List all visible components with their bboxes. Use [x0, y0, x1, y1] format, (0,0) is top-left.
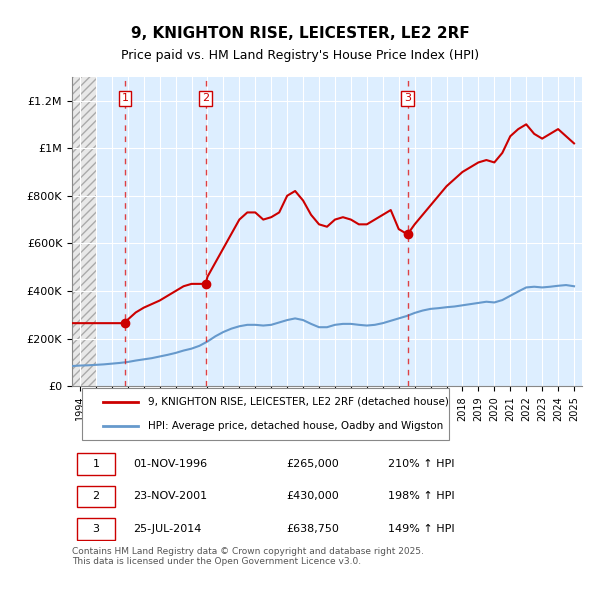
- Text: 149% ↑ HPI: 149% ↑ HPI: [388, 524, 455, 534]
- FancyBboxPatch shape: [77, 453, 115, 475]
- Text: £430,000: £430,000: [286, 491, 339, 502]
- Text: 3: 3: [404, 93, 411, 103]
- Text: HPI: Average price, detached house, Oadby and Wigston: HPI: Average price, detached house, Oadb…: [149, 421, 444, 431]
- Text: 2: 2: [92, 491, 100, 502]
- Text: 1: 1: [122, 93, 128, 103]
- FancyBboxPatch shape: [77, 486, 115, 507]
- Text: £265,000: £265,000: [286, 459, 339, 469]
- Text: 3: 3: [92, 524, 100, 534]
- Text: £638,750: £638,750: [286, 524, 339, 534]
- Text: 25-JUL-2014: 25-JUL-2014: [133, 524, 202, 534]
- FancyBboxPatch shape: [82, 388, 449, 440]
- Text: 2: 2: [202, 93, 209, 103]
- Text: 210% ↑ HPI: 210% ↑ HPI: [388, 459, 455, 469]
- Text: 9, KNIGHTON RISE, LEICESTER, LE2 2RF: 9, KNIGHTON RISE, LEICESTER, LE2 2RF: [131, 27, 469, 41]
- Text: 23-NOV-2001: 23-NOV-2001: [133, 491, 208, 502]
- FancyBboxPatch shape: [77, 518, 115, 540]
- Text: 9, KNIGHTON RISE, LEICESTER, LE2 2RF (detached house): 9, KNIGHTON RISE, LEICESTER, LE2 2RF (de…: [149, 397, 449, 407]
- Text: 198% ↑ HPI: 198% ↑ HPI: [388, 491, 455, 502]
- Text: Contains HM Land Registry data © Crown copyright and database right 2025.
This d: Contains HM Land Registry data © Crown c…: [72, 546, 424, 566]
- Text: 1: 1: [92, 459, 100, 469]
- Text: Price paid vs. HM Land Registry's House Price Index (HPI): Price paid vs. HM Land Registry's House …: [121, 49, 479, 62]
- Text: 01-NOV-1996: 01-NOV-1996: [133, 459, 208, 469]
- Bar: [72, 77, 96, 386]
